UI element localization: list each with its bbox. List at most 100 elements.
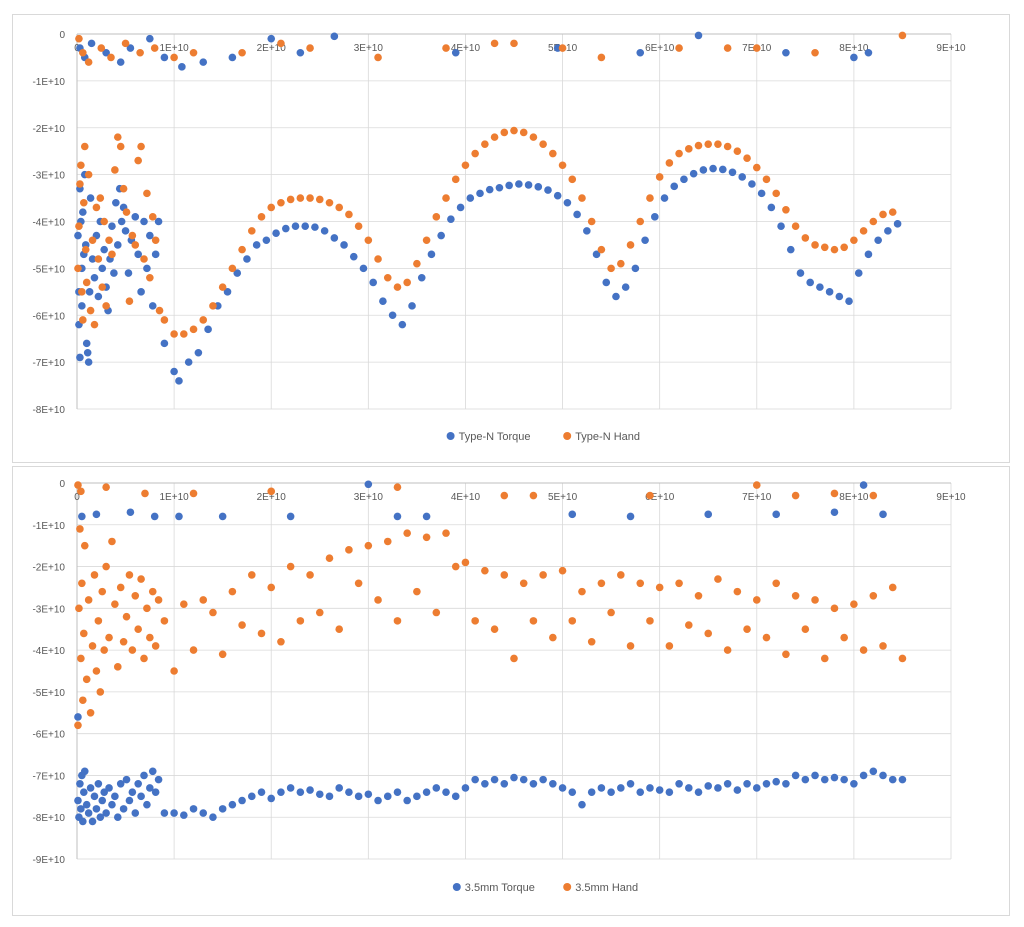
data-point xyxy=(874,236,882,245)
data-point xyxy=(204,325,212,334)
data-point xyxy=(743,625,751,634)
data-point xyxy=(757,189,766,198)
data-point xyxy=(442,788,450,796)
data-point xyxy=(315,195,324,204)
data-point xyxy=(131,809,140,817)
data-point xyxy=(607,264,615,273)
data-point xyxy=(563,198,572,207)
data-point xyxy=(108,800,116,809)
data-point xyxy=(495,183,504,192)
data-point xyxy=(626,241,635,249)
data-point xyxy=(134,250,142,259)
data-point xyxy=(311,223,319,231)
data-point xyxy=(320,227,329,235)
legend-label: Type-N Torque xyxy=(459,431,531,443)
data-point xyxy=(248,571,256,579)
data-point xyxy=(354,222,363,230)
data-point xyxy=(301,222,310,230)
data-point xyxy=(777,222,785,230)
data-point xyxy=(140,654,148,663)
data-point xyxy=(228,264,237,273)
data-point xyxy=(417,273,426,282)
data-point xyxy=(98,587,107,596)
data-point xyxy=(694,141,703,150)
data-point xyxy=(884,227,892,235)
data-point xyxy=(723,646,732,654)
data-point xyxy=(655,786,664,794)
data-point xyxy=(369,278,377,287)
data-point xyxy=(830,508,839,517)
data-point xyxy=(597,245,606,254)
data-point xyxy=(403,796,411,805)
data-point xyxy=(340,241,348,249)
data-point xyxy=(617,784,625,792)
y-tick-label: -1E+10 xyxy=(32,77,65,88)
data-point xyxy=(505,181,513,190)
data-point xyxy=(607,608,615,617)
data-point xyxy=(442,529,450,537)
data-point xyxy=(160,316,169,324)
data-point xyxy=(306,571,314,579)
data-point xyxy=(154,775,163,784)
series-1 xyxy=(74,481,907,730)
y-tick-label: -1E+10 xyxy=(32,521,65,532)
data-point xyxy=(102,302,110,310)
y-tick-label: -2E+10 xyxy=(32,124,65,135)
data-point xyxy=(398,320,407,329)
data-point xyxy=(578,587,586,596)
data-point xyxy=(481,780,489,788)
data-point xyxy=(74,264,82,273)
data-point xyxy=(869,592,878,600)
data-point xyxy=(680,175,688,184)
data-point xyxy=(772,579,780,588)
data-point xyxy=(151,788,160,796)
data-point xyxy=(524,181,533,189)
data-point xyxy=(515,180,523,188)
data-point xyxy=(77,161,85,170)
data-point xyxy=(733,587,742,596)
data-point xyxy=(748,180,756,188)
data-point xyxy=(228,587,237,596)
data-point xyxy=(675,44,683,52)
data-point xyxy=(490,625,499,634)
data-point xyxy=(189,48,198,57)
data-point xyxy=(432,608,441,617)
data-point xyxy=(105,633,113,642)
data-point xyxy=(636,788,645,796)
data-point xyxy=(146,34,154,43)
data-point xyxy=(500,780,509,788)
y-tick-label: -7E+10 xyxy=(32,358,65,369)
data-point xyxy=(471,775,479,784)
data-point xyxy=(233,269,242,277)
data-point xyxy=(646,617,654,625)
data-point xyxy=(134,780,142,788)
data-point xyxy=(180,811,188,819)
data-point xyxy=(451,175,460,184)
data-point xyxy=(88,817,97,826)
y-tick-label: 0 xyxy=(59,30,65,41)
data-point xyxy=(79,208,87,216)
data-point xyxy=(116,583,125,592)
data-point xyxy=(694,788,703,796)
data-point xyxy=(898,775,907,784)
data-point xyxy=(148,587,157,596)
data-point xyxy=(160,809,169,817)
data-point xyxy=(529,491,538,500)
data-point xyxy=(786,245,795,254)
data-point xyxy=(100,217,108,226)
data-point xyxy=(88,236,97,245)
data-point xyxy=(90,320,99,329)
data-point xyxy=(422,512,431,521)
data-point xyxy=(442,194,450,202)
data-point xyxy=(714,140,722,148)
data-point xyxy=(723,780,732,788)
x-tick-label: 3E+10 xyxy=(354,43,384,54)
data-point xyxy=(641,236,649,245)
data-point xyxy=(374,796,382,805)
data-point xyxy=(626,512,635,521)
data-point xyxy=(78,512,86,521)
data-point xyxy=(111,600,119,608)
data-point xyxy=(77,487,85,496)
data-point xyxy=(879,510,887,519)
data-point xyxy=(374,255,382,263)
